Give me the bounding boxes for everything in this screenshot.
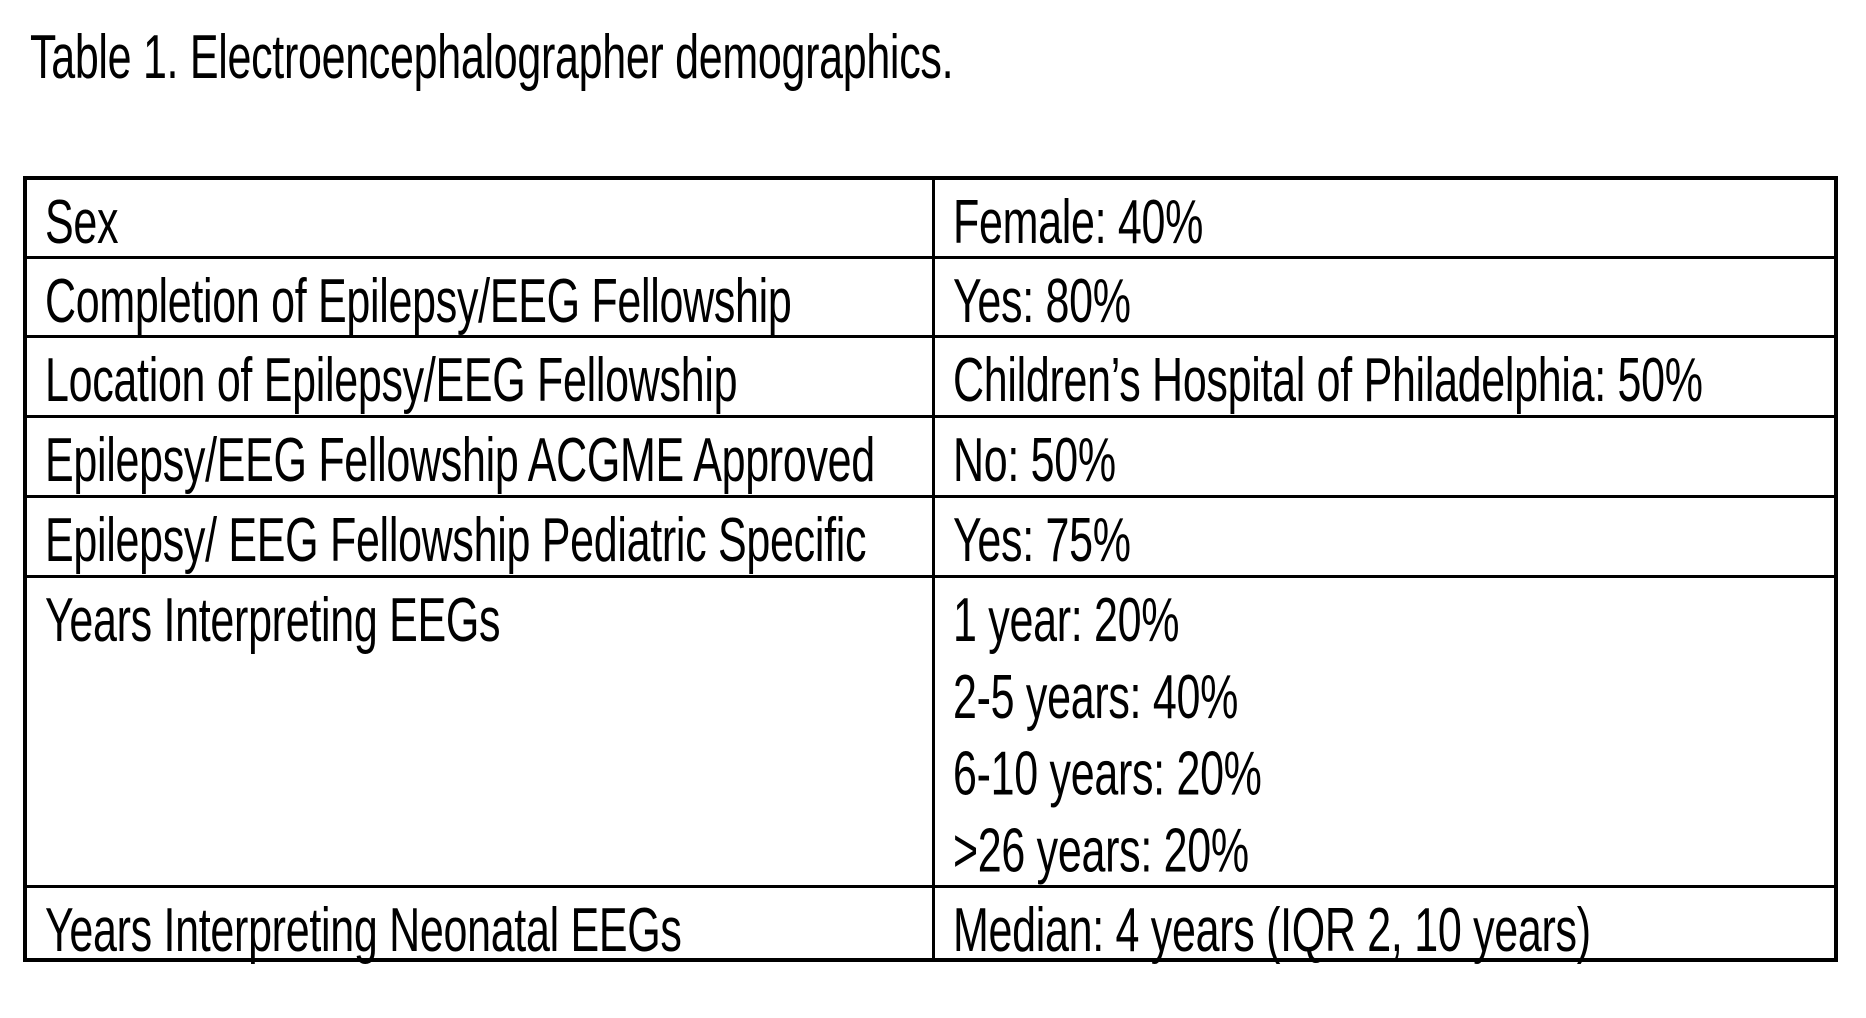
row-value: Yes: 80% [953, 264, 1824, 341]
row-value: Yes: 75% [953, 503, 1824, 580]
value-line: No: 50% [953, 425, 1116, 496]
row-label-cell: Completion of Epilepsy/EEG Fellowship [27, 259, 935, 337]
value-line: Yes: 75% [953, 505, 1131, 576]
row-value: Median: 4 years (IQR 2, 10 years) [953, 893, 1824, 970]
row-value: 1 year: 20% 2-5 years: 40% 6-10 years: 2… [953, 583, 1824, 890]
table-row: Epilepsy/EEG Fellowship ACGME Approved N… [27, 418, 1834, 498]
row-value-cell: Yes: 75% [935, 498, 1834, 576]
row-label: Epilepsy/EEG Fellowship ACGME Approved [45, 425, 875, 496]
row-value-cell: Yes: 80% [935, 259, 1834, 337]
demographics-table: Sex Female: 40% Completion of Epilepsy/E… [23, 176, 1838, 966]
table-row: Epilepsy/ EEG Fellowship Pediatric Speci… [27, 498, 1834, 578]
table-title: Table 1. Electroencephalographer demogra… [30, 22, 954, 93]
value-line: 2-5 years: 40% [953, 662, 1239, 733]
value-line: 6-10 years: 20% [953, 739, 1262, 810]
row-value-cell: 1 year: 20% 2-5 years: 40% 6-10 years: 2… [935, 578, 1834, 886]
value-line: Median: 4 years (IQR 2, 10 years) [953, 895, 1591, 966]
value-line: Female: 40% [953, 187, 1204, 258]
row-value: Children’s Hospital of Philadelphia: 50% [953, 343, 1824, 420]
row-value-cell: Median: 4 years (IQR 2, 10 years) [935, 888, 1834, 966]
row-label: Location of Epilepsy/EEG Fellowship [45, 345, 738, 416]
row-value: No: 50% [953, 423, 1824, 500]
row-label: Completion of Epilepsy/EEG Fellowship [45, 266, 792, 337]
table-row: Location of Epilepsy/EEG Fellowship Chil… [27, 338, 1834, 418]
row-value-cell: Children’s Hospital of Philadelphia: 50% [935, 338, 1834, 416]
row-label: Sex [45, 187, 119, 258]
table-row: Completion of Epilepsy/EEG Fellowship Ye… [27, 259, 1834, 338]
value-line: Yes: 80% [953, 266, 1131, 337]
row-label-cell: Years Interpreting Neonatal EEGs [27, 888, 935, 966]
row-label-cell: Years Interpreting EEGs [27, 578, 935, 885]
row-value-cell: No: 50% [935, 418, 1834, 496]
row-label: Epilepsy/ EEG Fellowship Pediatric Speci… [45, 505, 867, 576]
value-line: >26 years: 20% [953, 816, 1249, 887]
value-line: Children’s Hospital of Philadelphia: 50% [953, 345, 1703, 416]
table-row: Years Interpreting Neonatal EEGs Median:… [27, 888, 1834, 966]
row-label-cell: Sex [27, 180, 935, 258]
row-label: Years Interpreting Neonatal EEGs [45, 895, 682, 966]
table-row: Years Interpreting EEGs 1 year: 20% 2-5 … [27, 578, 1834, 888]
value-line: 1 year: 20% [953, 585, 1180, 656]
row-label-cell: Location of Epilepsy/EEG Fellowship [27, 338, 935, 416]
row-label: Years Interpreting EEGs [45, 585, 501, 656]
row-label-cell: Epilepsy/EEG Fellowship ACGME Approved [27, 418, 935, 496]
table-row: Sex Female: 40% [27, 180, 1834, 259]
row-value-cell: Female: 40% [935, 180, 1834, 258]
row-value: Female: 40% [953, 185, 1824, 262]
row-label-cell: Epilepsy/ EEG Fellowship Pediatric Speci… [27, 498, 935, 576]
